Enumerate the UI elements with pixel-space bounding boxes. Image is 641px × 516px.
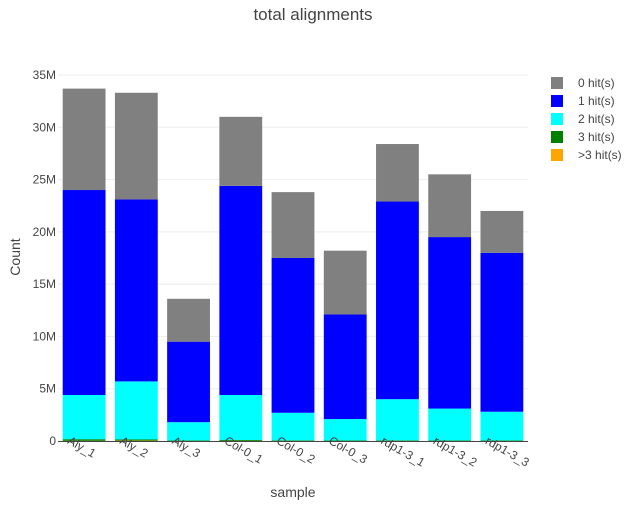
y-tick-label: 20M [33,225,56,239]
legend: 0 hit(s) 1 hit(s) 2 hit(s) 3 hit(s) >3 hit(s… [551,76,622,162]
bar-segment[interactable] [272,192,315,258]
y-tick-label: 5M [39,382,56,396]
y-tick-label: 35M [33,68,56,82]
bar-segment[interactable] [272,258,315,413]
bar-segment[interactable] [428,237,471,408]
bar-segment[interactable] [219,395,262,440]
bar-segment[interactable] [376,399,419,440]
bar-segment[interactable] [428,174,471,237]
bars [63,89,524,441]
bar-segment[interactable] [63,190,106,395]
bar-segment[interactable] [376,202,419,400]
legend-swatch[interactable] [551,131,563,143]
chart-title: total alignments [253,5,372,24]
legend-label[interactable]: 0 hit(s) [578,76,615,90]
y-tick-label: 0 [49,434,56,448]
bar-segment[interactable] [324,314,367,419]
bar-segment[interactable] [115,93,158,200]
bar-segment[interactable] [428,409,471,441]
bar-segment[interactable] [63,395,106,439]
y-tick-labels: 0 5M 10M 15M 20M 25M 30M 35M [33,68,57,448]
bar-segment[interactable] [324,251,367,315]
legend-swatch[interactable] [551,77,563,89]
bar-segment[interactable] [480,253,523,412]
y-tick-label: 30M [33,120,56,134]
bar-segment[interactable] [115,381,158,439]
legend-label[interactable]: >3 hit(s) [578,148,622,162]
legend-label[interactable]: 2 hit(s) [578,112,615,126]
y-tick-label: 25M [33,173,56,187]
legend-swatch[interactable] [551,95,563,107]
bar-segment[interactable] [167,342,210,423]
bar-segment[interactable] [480,412,523,441]
legend-label[interactable]: 3 hit(s) [578,130,615,144]
bar-segment[interactable] [115,199,158,381]
x-axis-title: sample [270,484,315,500]
legend-label[interactable]: 1 hit(s) [578,94,615,108]
bar-segment[interactable] [63,89,106,190]
bar-segment[interactable] [219,186,262,395]
bar-segment[interactable] [480,211,523,253]
y-tick-label: 15M [33,277,56,291]
bar-segment[interactable] [219,117,262,186]
bar-segment[interactable] [272,413,315,441]
legend-swatch[interactable] [551,113,563,125]
bar-segment[interactable] [167,299,210,342]
y-tick-label: 10M [33,329,56,343]
bar-segment[interactable] [376,144,419,202]
legend-swatch[interactable] [551,149,563,161]
y-axis-title: Count [7,238,23,275]
